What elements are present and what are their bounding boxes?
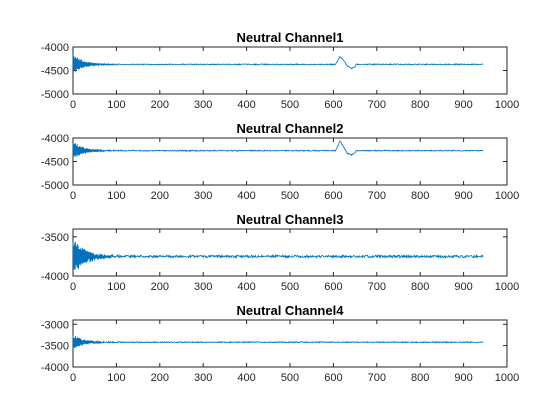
x-tick-label: 1000 [495, 372, 519, 384]
x-tick-label: 900 [454, 190, 472, 202]
y-tick-label: -3500 [41, 341, 69, 353]
x-tick-label: 600 [324, 372, 342, 384]
x-tick-label: 600 [324, 99, 342, 111]
x-tick-label: 300 [194, 281, 212, 293]
y-tick-label: -3000 [41, 319, 69, 331]
x-tick-label: 500 [281, 372, 299, 384]
x-tick-label: 900 [454, 281, 472, 293]
x-tick-label: 400 [237, 99, 255, 111]
x-tick-label: 0 [70, 372, 76, 384]
y-tick-label: -4000 [41, 362, 69, 374]
x-tick-label: 1000 [495, 281, 519, 293]
x-tick-label: 700 [368, 281, 386, 293]
x-tick-label: 100 [107, 372, 125, 384]
x-tick-label: 700 [368, 190, 386, 202]
axes-box-4 [73, 320, 507, 367]
x-tick-label: 800 [411, 281, 429, 293]
y-tick-label: -4500 [41, 157, 69, 169]
x-tick-label: 300 [194, 372, 212, 384]
subplot-3: Neutral Channel3 0 100 200 300 400 500 600 700 80… [41, 212, 519, 293]
x-tick-label: 500 [281, 99, 299, 111]
x-tick-label: 100 [107, 99, 125, 111]
x-tick-label: 500 [281, 281, 299, 293]
axes-box-1 [73, 47, 507, 94]
x-tick-label: 400 [237, 281, 255, 293]
x-tick-label: 500 [281, 190, 299, 202]
x-tick-label: 600 [324, 190, 342, 202]
x-tick-label: 100 [107, 190, 125, 202]
chart-title-1: Neutral Channel1 [237, 30, 344, 45]
x-tick-label: 100 [107, 281, 125, 293]
y-tick-label: -5000 [41, 180, 69, 192]
y-tick-label: -4500 [41, 66, 69, 78]
chart-title-4: Neutral Channel4 [237, 303, 345, 318]
x-tick-label: 400 [237, 190, 255, 202]
x-tick-label: 0 [70, 190, 76, 202]
x-tick-label: 900 [454, 99, 472, 111]
x-tick-label: 200 [151, 190, 169, 202]
x-tick-label: 900 [454, 372, 472, 384]
x-tick-label: 1000 [495, 190, 519, 202]
x-tick-label: 800 [411, 99, 429, 111]
x-tick-label: 800 [411, 372, 429, 384]
x-tick-label: 700 [368, 99, 386, 111]
x-tick-label: 800 [411, 190, 429, 202]
x-tick-label: 0 [70, 99, 76, 111]
x-tick-label: 700 [368, 372, 386, 384]
chart-title-2: Neutral Channel2 [237, 121, 344, 136]
x-tick-label: 600 [324, 281, 342, 293]
x-tick-label: 200 [151, 99, 169, 111]
subplot-4: Neutral Channel4 0 100 200 300 400 500 600 700 80… [41, 303, 519, 384]
x-tick-label: 200 [151, 281, 169, 293]
y-tick-label: -4000 [41, 133, 69, 145]
y-tick-label: -3500 [41, 232, 69, 244]
x-tick-label: 200 [151, 372, 169, 384]
subplot-2: Neutral Channel2 0 100 200 300 400 500 600 700 80… [41, 121, 519, 202]
axes-box-2 [73, 138, 507, 185]
x-tick-label: 400 [237, 372, 255, 384]
y-tick-label: -4000 [41, 271, 69, 283]
x-tick-label: 1000 [495, 99, 519, 111]
y-tick-label: -4000 [41, 42, 69, 54]
subplot-1: Neutral Channel1 0 100 200 300 400 500 600 700 80… [41, 30, 519, 111]
chart-title-3: Neutral Channel3 [237, 212, 344, 227]
x-tick-label: 300 [194, 99, 212, 111]
y-tick-label: -5000 [41, 89, 69, 101]
x-tick-label: 0 [70, 281, 76, 293]
x-tick-label: 300 [194, 190, 212, 202]
axes-box-3 [73, 229, 507, 276]
